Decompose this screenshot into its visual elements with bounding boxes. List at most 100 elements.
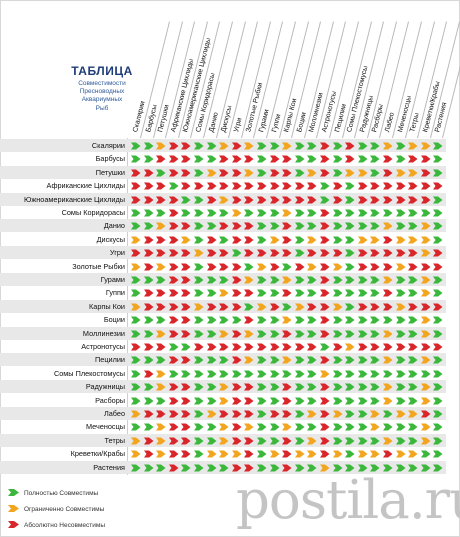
compatibility-arrow-icon <box>332 155 343 163</box>
compatibility-arrow-icon <box>395 356 406 364</box>
compatibility-arrow-icon <box>395 437 406 445</box>
compatibility-arrow-icon <box>383 222 393 230</box>
compatibility-arrow-icon <box>383 249 393 257</box>
compatibility-arrow-icon <box>131 222 141 230</box>
compatibility-arrow-icon <box>168 142 179 150</box>
compatibility-arrow-icon <box>181 142 191 150</box>
compatibility-arrow-icon <box>231 155 242 163</box>
compatibility-arrow-icon <box>370 303 380 311</box>
compatibility-arrow-icon <box>282 316 292 324</box>
compatibility-arrow-icon <box>269 423 280 431</box>
compatibility-arrow-icon <box>206 370 217 378</box>
compatibility-arrow-icon <box>320 169 330 177</box>
compatibility-arrow-icon <box>357 410 368 418</box>
compatibility-arrow-icon <box>345 397 355 405</box>
compatibility-arrow-icon <box>345 450 355 458</box>
compatibility-arrow-icon <box>307 196 317 204</box>
compatibility-arrow-icon <box>332 464 343 472</box>
compatibility-arrow-icon <box>332 289 343 297</box>
compatibility-arrow-icon <box>219 196 229 204</box>
compatibility-arrow-icon <box>294 450 305 458</box>
compatibility-arrow-icon <box>143 142 154 150</box>
row-header: Астронотусы <box>81 342 125 351</box>
compatibility-arrow-icon <box>269 437 280 445</box>
compatibility-arrow-icon <box>156 343 166 351</box>
compatibility-arrow-icon <box>395 410 406 418</box>
compatibility-arrow-icon <box>370 142 380 150</box>
compatibility-arrow-icon <box>181 330 191 338</box>
compatibility-arrow-icon <box>206 142 217 150</box>
compatibility-arrow-icon <box>420 263 431 271</box>
compatibility-arrow-icon <box>257 464 267 472</box>
compatibility-arrow-icon <box>395 263 406 271</box>
subtitle-line: Совместимости <box>78 80 126 87</box>
compatibility-arrow-icon <box>257 222 267 230</box>
compatibility-arrow-icon <box>345 423 355 431</box>
compatibility-arrow-icon <box>206 196 217 204</box>
compatibility-arrow-icon <box>257 249 267 257</box>
compatibility-arrow-icon <box>370 383 380 391</box>
compatibility-arrow-icon <box>181 397 191 405</box>
compatibility-arrow-icon <box>420 236 431 244</box>
compatibility-arrow-icon <box>383 437 393 445</box>
compatibility-arrow-icon <box>294 303 305 311</box>
compatibility-arrow-icon <box>294 437 305 445</box>
compatibility-arrow-icon <box>294 356 305 364</box>
compatibility-arrow-icon <box>244 289 254 297</box>
compatibility-arrow-icon <box>332 356 343 364</box>
compatibility-arrow-icon <box>206 450 217 458</box>
compatibility-arrow-icon <box>244 370 254 378</box>
compatibility-arrow-icon <box>383 370 393 378</box>
compatibility-arrow-icon <box>181 410 191 418</box>
compatibility-arrow-icon <box>420 397 431 405</box>
compatibility-arrow-icon <box>370 316 380 324</box>
compatibility-arrow-icon <box>257 450 267 458</box>
compatibility-arrow-icon <box>320 249 330 257</box>
compatibility-arrow-icon <box>181 383 191 391</box>
compatibility-arrow-icon <box>231 397 242 405</box>
compatibility-arrow-icon <box>408 343 418 351</box>
compatibility-arrow-icon <box>320 263 330 271</box>
compatibility-arrow-icon <box>370 370 380 378</box>
compatibility-arrow-icon <box>433 437 443 445</box>
compatibility-arrow-icon <box>420 330 431 338</box>
compatibility-arrow-icon <box>433 316 443 324</box>
compatibility-arrow-icon <box>168 155 179 163</box>
compatibility-arrow-icon <box>206 343 217 351</box>
compatibility-arrow-icon <box>231 263 242 271</box>
compatibility-arrow-icon <box>294 289 305 297</box>
compatibility-arrow-icon <box>383 155 393 163</box>
compatibility-arrow-icon <box>320 222 330 230</box>
compatibility-arrow-icon <box>395 142 406 150</box>
compatibility-arrow-icon <box>143 316 154 324</box>
compatibility-arrow-icon <box>307 410 317 418</box>
compatibility-arrow-icon <box>206 316 217 324</box>
compatibility-arrow-icon <box>383 383 393 391</box>
compatibility-arrow-icon <box>307 356 317 364</box>
compatibility-arrow-icon <box>168 222 179 230</box>
compatibility-arrow-icon <box>194 155 204 163</box>
compatibility-arrow-icon <box>257 289 267 297</box>
compatibility-arrow-icon <box>345 155 355 163</box>
compatibility-arrow-icon <box>168 330 179 338</box>
compatibility-arrow-icon <box>206 289 217 297</box>
compatibility-arrow-icon <box>131 236 141 244</box>
compatibility-arrow-icon <box>269 383 280 391</box>
compatibility-arrow-icon <box>408 209 418 217</box>
compatibility-arrow-icon <box>269 356 280 364</box>
compatibility-arrow-icon <box>244 142 254 150</box>
compatibility-arrow-icon <box>219 423 229 431</box>
compatibility-arrow-icon <box>433 289 443 297</box>
compatibility-arrow-icon <box>156 450 166 458</box>
compatibility-arrow-icon <box>168 303 179 311</box>
compatibility-arrow-icon <box>143 370 154 378</box>
compatibility-arrow-icon <box>320 383 330 391</box>
compatibility-arrow-icon <box>181 316 191 324</box>
compatibility-arrow-icon <box>206 330 217 338</box>
compatibility-arrow-icon <box>433 450 443 458</box>
compatibility-arrow-icon <box>219 330 229 338</box>
compatibility-arrow-icon <box>395 209 406 217</box>
compatibility-arrow-icon <box>143 437 154 445</box>
compatibility-arrow-icon <box>143 196 154 204</box>
compatibility-arrow-icon <box>168 316 179 324</box>
